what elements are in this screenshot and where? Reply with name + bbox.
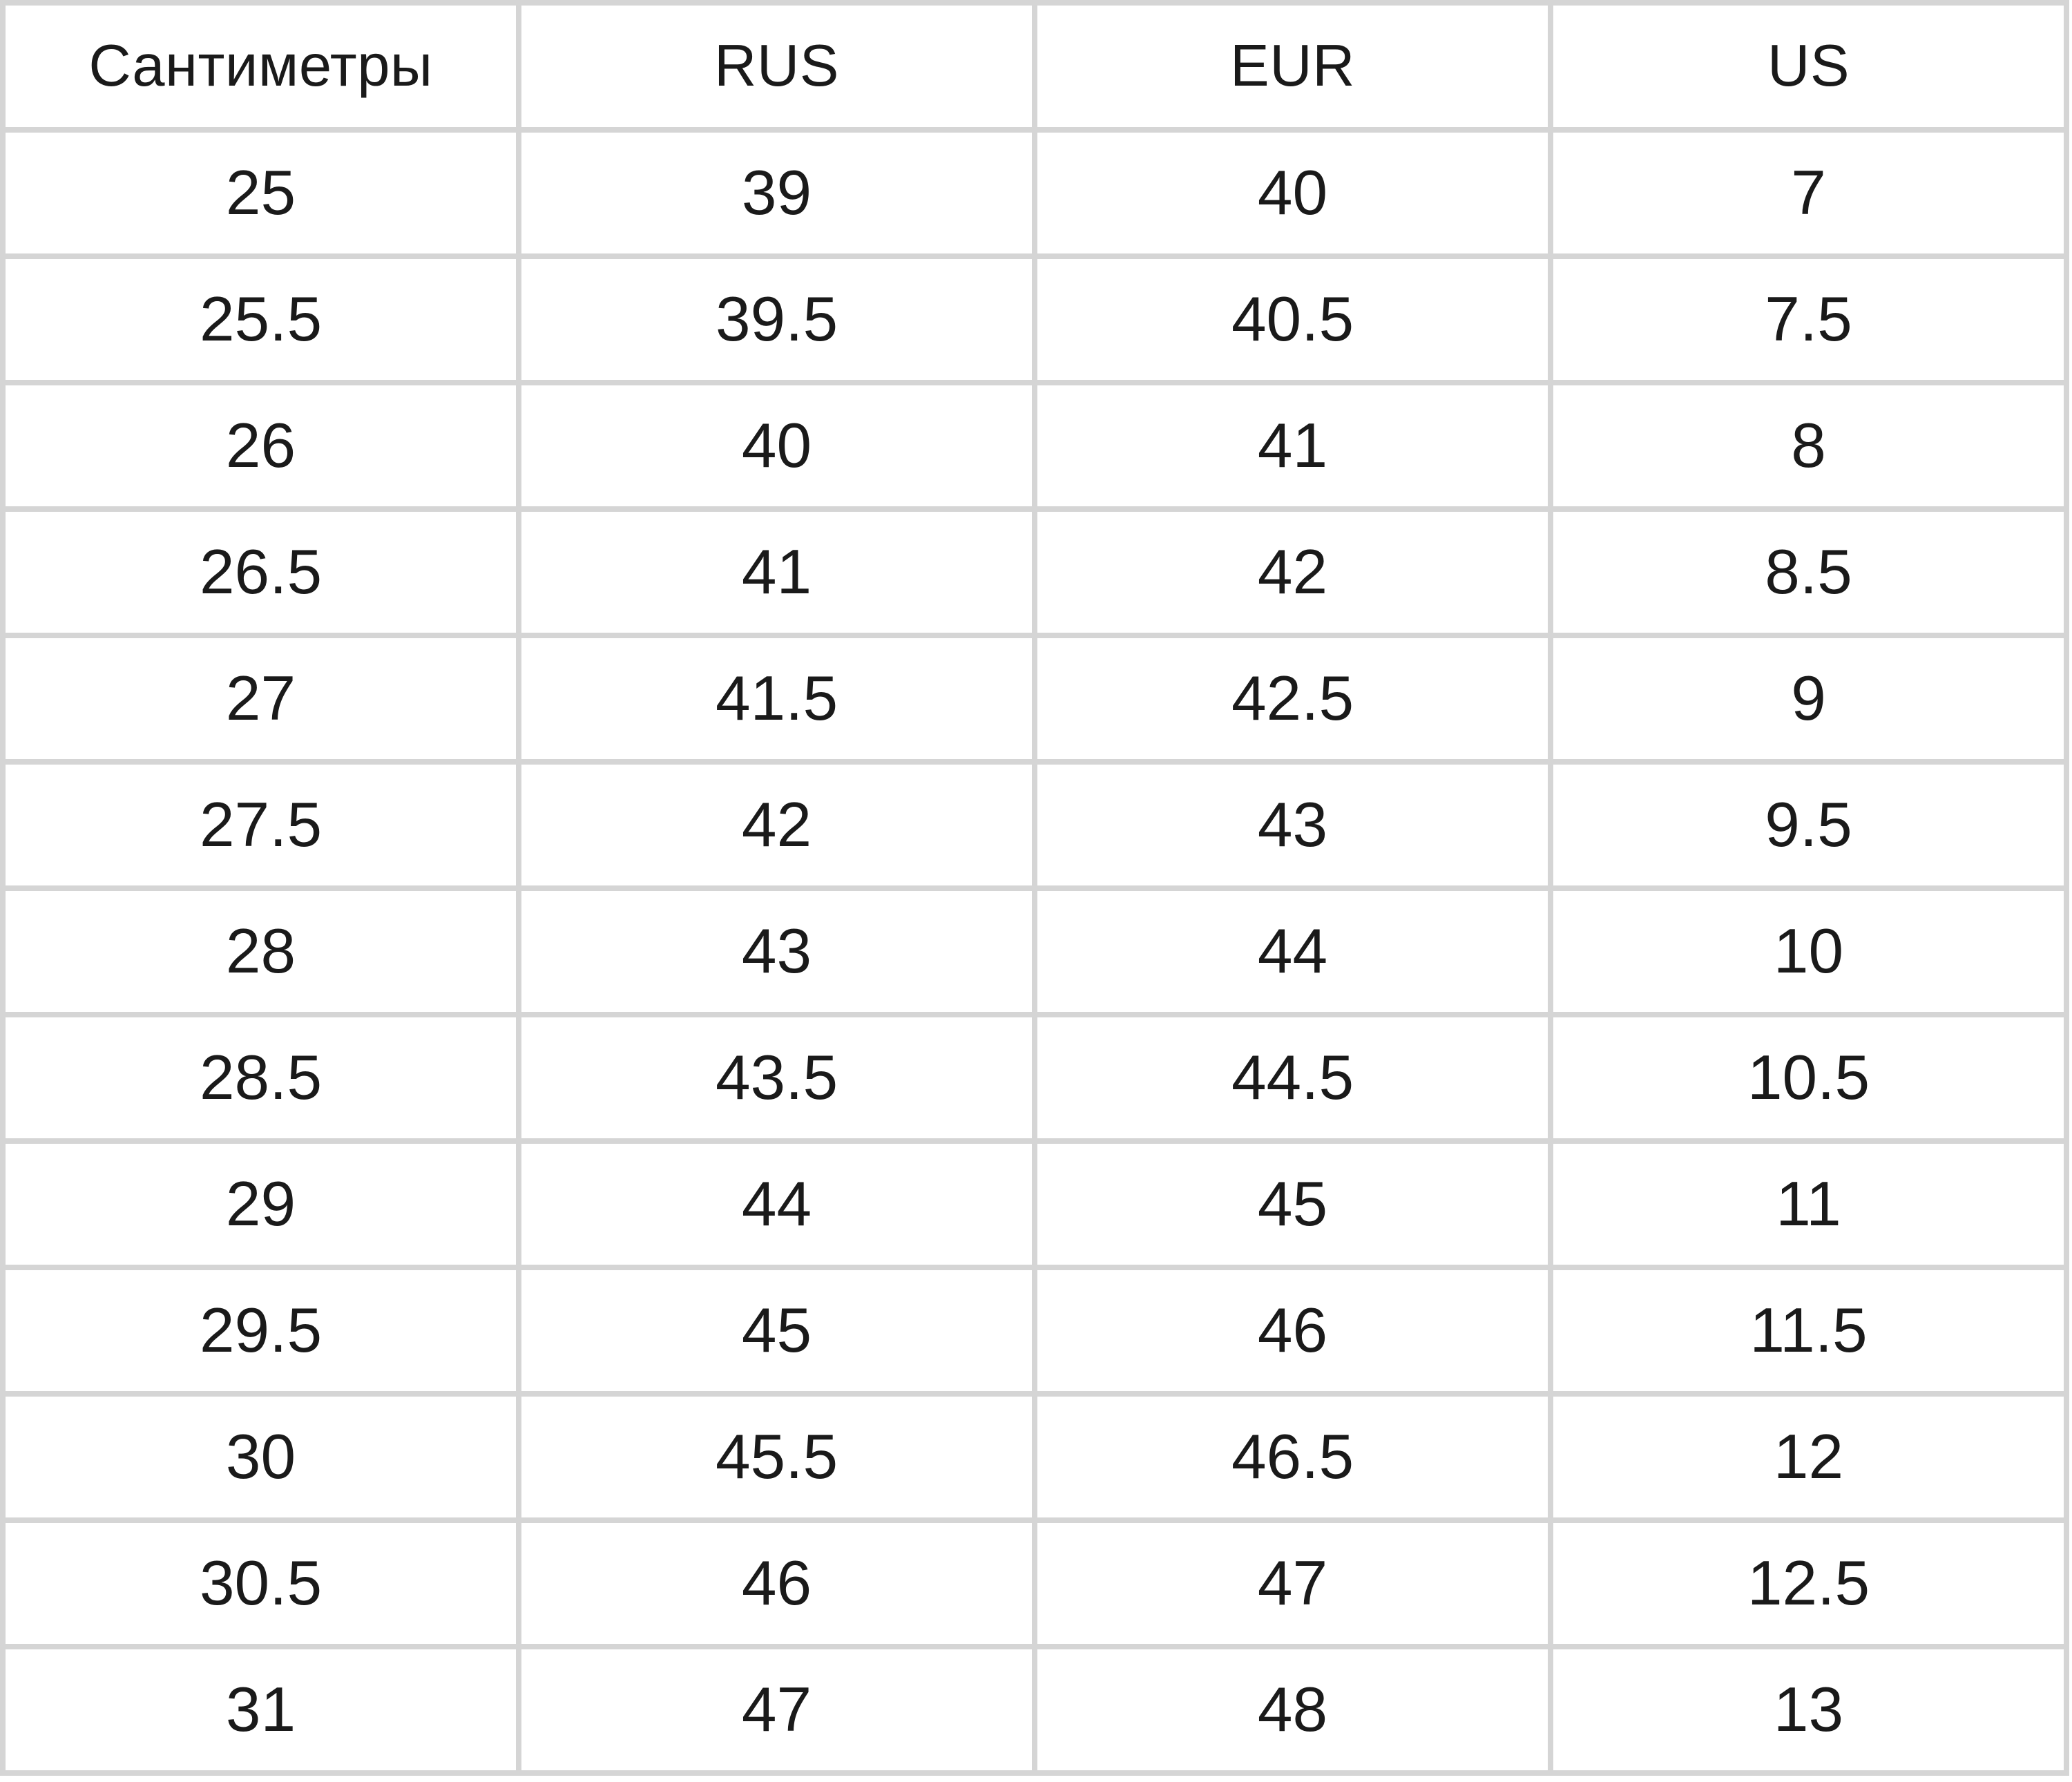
table-cell: 46.5 — [1032, 1391, 1553, 1523]
table-cell: 40 — [1032, 127, 1553, 259]
column-header: RUS — [516, 0, 1037, 133]
table-cell: 7.5 — [1548, 253, 2069, 385]
table-row: 29 44 45 11 — [0, 1138, 2069, 1270]
table-cell: 25 — [0, 127, 521, 259]
table-row: 27.5 42 43 9.5 — [0, 759, 2069, 891]
table-row: 26 40 41 8 — [0, 380, 2069, 512]
table-row: 25 39 40 7 — [0, 127, 2069, 259]
table-cell: 41.5 — [516, 633, 1037, 765]
header-row: Сантиметры RUS EUR US — [0, 0, 2069, 133]
table-cell: 40 — [516, 380, 1037, 512]
table-cell: 42 — [1032, 506, 1553, 638]
table-cell: 9 — [1548, 633, 2069, 765]
table-cell: 42.5 — [1032, 633, 1553, 765]
table-cell: 27 — [0, 633, 521, 765]
table-cell: 10.5 — [1548, 1012, 2069, 1144]
table-cell: 45 — [1032, 1138, 1553, 1270]
column-header: Сантиметры — [0, 0, 521, 133]
table-cell: 27.5 — [0, 759, 521, 891]
table-cell: 30 — [0, 1391, 521, 1523]
column-header: EUR — [1032, 0, 1553, 133]
table-cell: 10 — [1548, 885, 2069, 1017]
table-cell: 44 — [1032, 885, 1553, 1017]
table-row: 30.5 46 47 12.5 — [0, 1517, 2069, 1649]
table-body: 25 39 40 7 25.5 39.5 40.5 7.5 26 40 41 8 26.5 41 42 8.5… — [0, 127, 2069, 1776]
table-cell: 39 — [516, 127, 1037, 259]
table-cell: 26.5 — [0, 506, 521, 638]
table-cell: 41 — [1032, 380, 1553, 512]
table-cell: 9.5 — [1548, 759, 2069, 891]
table-row: 25.5 39.5 40.5 7.5 — [0, 253, 2069, 385]
table-cell: 45.5 — [516, 1391, 1037, 1523]
table-row: 28.5 43.5 44.5 10.5 — [0, 1012, 2069, 1144]
table-cell: 8.5 — [1548, 506, 2069, 638]
table-cell: 40.5 — [1032, 253, 1553, 385]
table-cell: 31 — [0, 1644, 521, 1776]
table-cell: 12.5 — [1548, 1517, 2069, 1649]
table-cell: 28.5 — [0, 1012, 521, 1144]
table-cell: 7 — [1548, 127, 2069, 259]
table-cell: 41 — [516, 506, 1037, 638]
table-cell: 29.5 — [0, 1265, 521, 1397]
table-cell: 43 — [1032, 759, 1553, 891]
table-row: 26.5 41 42 8.5 — [0, 506, 2069, 638]
table-cell: 47 — [516, 1644, 1037, 1776]
table-row: 27 41.5 42.5 9 — [0, 633, 2069, 765]
table-cell: 39.5 — [516, 253, 1037, 385]
table-cell: 43 — [516, 885, 1037, 1017]
table-header: Сантиметры RUS EUR US — [0, 0, 2069, 133]
table-cell: 11.5 — [1548, 1265, 2069, 1397]
table-cell: 44 — [516, 1138, 1037, 1270]
table-cell: 29 — [0, 1138, 521, 1270]
table-cell: 42 — [516, 759, 1037, 891]
table-row: 29.5 45 46 11.5 — [0, 1265, 2069, 1397]
table-cell: 13 — [1548, 1644, 2069, 1776]
table-cell: 26 — [0, 380, 521, 512]
table-cell: 25.5 — [0, 253, 521, 385]
table-cell: 47 — [1032, 1517, 1553, 1649]
table-cell: 12 — [1548, 1391, 2069, 1523]
table-row: 28 43 44 10 — [0, 885, 2069, 1017]
table-cell: 45 — [516, 1265, 1037, 1397]
table-cell: 8 — [1548, 380, 2069, 512]
table-cell: 46 — [516, 1517, 1037, 1649]
table-cell: 46 — [1032, 1265, 1553, 1397]
table-cell: 28 — [0, 885, 521, 1017]
table-cell: 30.5 — [0, 1517, 521, 1649]
table-row: 30 45.5 46.5 12 — [0, 1391, 2069, 1523]
table-cell: 43.5 — [516, 1012, 1037, 1144]
table-cell: 11 — [1548, 1138, 2069, 1270]
table-row: 31 47 48 13 — [0, 1644, 2069, 1776]
column-header: US — [1548, 0, 2069, 133]
table-cell: 44.5 — [1032, 1012, 1553, 1144]
table-cell: 48 — [1032, 1644, 1553, 1776]
